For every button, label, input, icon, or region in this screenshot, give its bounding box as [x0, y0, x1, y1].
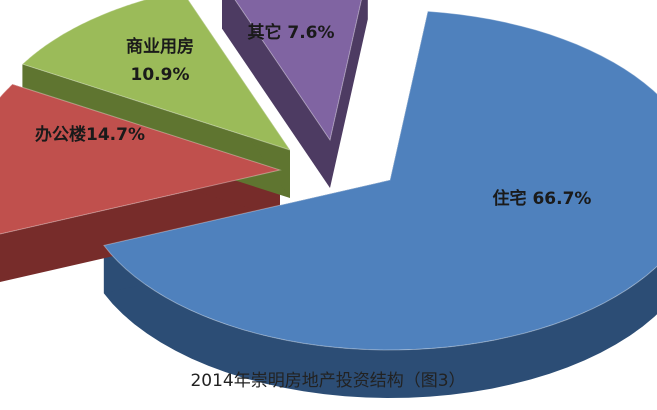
pie-slice-office: [0, 83, 282, 235]
pie-slice-commercial: [21, 0, 292, 151]
labels-layer: 住宅 66.7% 办公楼14.7% 商业用房 10.9% 其它 7.6%: [35, 22, 591, 209]
pie-slice-other: [234, 0, 362, 142]
slice-label-commercial-name: 商业用房: [126, 36, 194, 57]
chart-title: 2014年崇明房地产投资结构（图3）: [190, 371, 465, 391]
pie-slice-side-other: [222, 0, 368, 188]
pie-slice-cut-other-1: [330, 0, 368, 188]
slice-label-commercial-value: 10.9%: [131, 65, 190, 85]
pie-slice-cut-office-0: [0, 170, 280, 283]
pie-slice-cut-other-0: [222, 0, 330, 188]
pie-slice-residential: [103, 10, 657, 351]
slice-label-office: 办公楼14.7%: [35, 124, 145, 145]
slices-layer: [0, 0, 657, 398]
slice-label-residential: 住宅 66.7%: [493, 188, 592, 209]
slice-label-other: 其它 7.6%: [247, 22, 334, 43]
pie-slice-rim-residential: [103, 245, 657, 398]
